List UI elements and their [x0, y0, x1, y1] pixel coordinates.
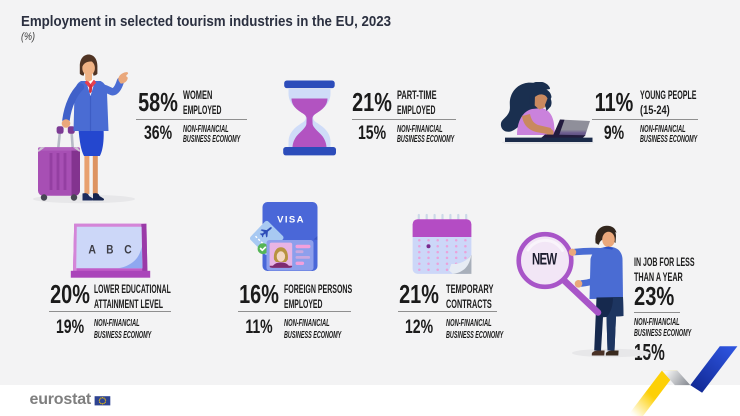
svg-text:B: B: [106, 244, 113, 256]
svg-text:C: C: [124, 244, 131, 256]
svg-text:VISA: VISA: [277, 214, 305, 225]
svg-text:A: A: [88, 244, 96, 256]
svg-text:NEW: NEW: [532, 251, 557, 269]
